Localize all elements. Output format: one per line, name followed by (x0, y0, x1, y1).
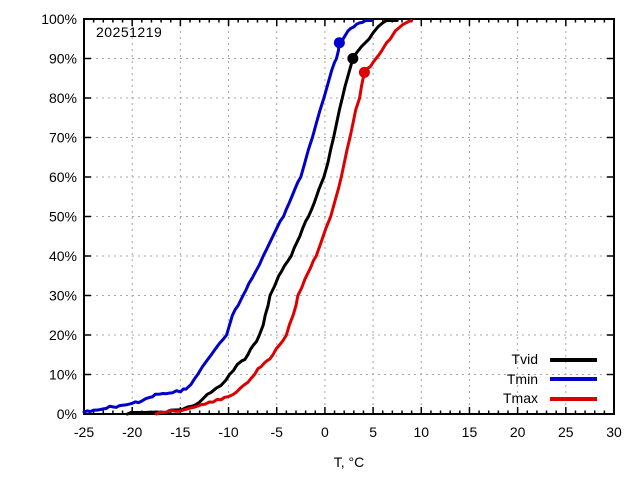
x-tick-label: 15 (462, 424, 478, 440)
x-tick-label: 30 (606, 424, 622, 440)
y-tick-label: 30% (49, 288, 77, 304)
x-tick-label: -15 (170, 424, 190, 440)
x-tick-label: -5 (271, 424, 284, 440)
marker-tmin (333, 37, 345, 49)
legend: Tvid Tmin Tmax (503, 350, 597, 409)
y-tick-label: 10% (49, 367, 77, 383)
y-tick-label: 80% (49, 90, 77, 106)
x-tick-label: 10 (413, 424, 429, 440)
x-tick-label: 20 (510, 424, 526, 440)
marker-tmax (358, 66, 370, 78)
curve-tmin (82, 19, 373, 414)
x-tick-label: -25 (74, 424, 94, 440)
plot-border (83, 18, 615, 415)
x-tick-label: 5 (369, 424, 377, 440)
date-annotation: 20251219 (96, 24, 163, 40)
legend-label-tmax: Tmax (503, 390, 538, 406)
legend-line-sample-tvid (550, 357, 597, 362)
legend-label-tmin: Tmin (506, 370, 538, 387)
x-tick-labels: -25 -20 -15 -10 -5 0 5 10 15 20 25 30 (74, 424, 622, 440)
x-tick-label: 25 (558, 424, 574, 440)
legend-item-tmin: Tmin (503, 370, 597, 390)
y-tick-label: 70% (49, 130, 77, 146)
x-axis-label: T, °C (333, 454, 365, 470)
y-tick-label: 90% (49, 51, 77, 67)
legend-item-tmax: Tmax (503, 389, 597, 409)
legend-line-sample-tmax (550, 396, 597, 401)
y-tick-label: 60% (49, 169, 77, 185)
legend-label-tvid: Tvid (511, 351, 538, 367)
x-tick-label: -20 (122, 424, 142, 440)
tick-marks (83, 18, 615, 415)
marker-tvid (347, 53, 359, 64)
y-tick-label: 40% (49, 248, 77, 264)
y-tick-label: 50% (49, 209, 77, 225)
x-tick-label: -10 (218, 424, 238, 440)
y-tick-labels: 0% 10% 20% 30% 40% 50% 60% 70% 80% 90% 100% (41, 11, 77, 422)
series-markers (333, 37, 370, 78)
y-tick-label: 0% (57, 406, 77, 422)
x-tick-label: 0 (321, 424, 329, 440)
y-tick-label: 20% (49, 327, 77, 343)
legend-line-sample-tmin (550, 377, 597, 382)
series-curves (82, 19, 414, 416)
legend-item-tvid: Tvid (503, 350, 597, 370)
curve-tvid (125, 19, 399, 416)
y-tick-label: 100% (41, 11, 77, 27)
curve-tmax (154, 19, 414, 416)
